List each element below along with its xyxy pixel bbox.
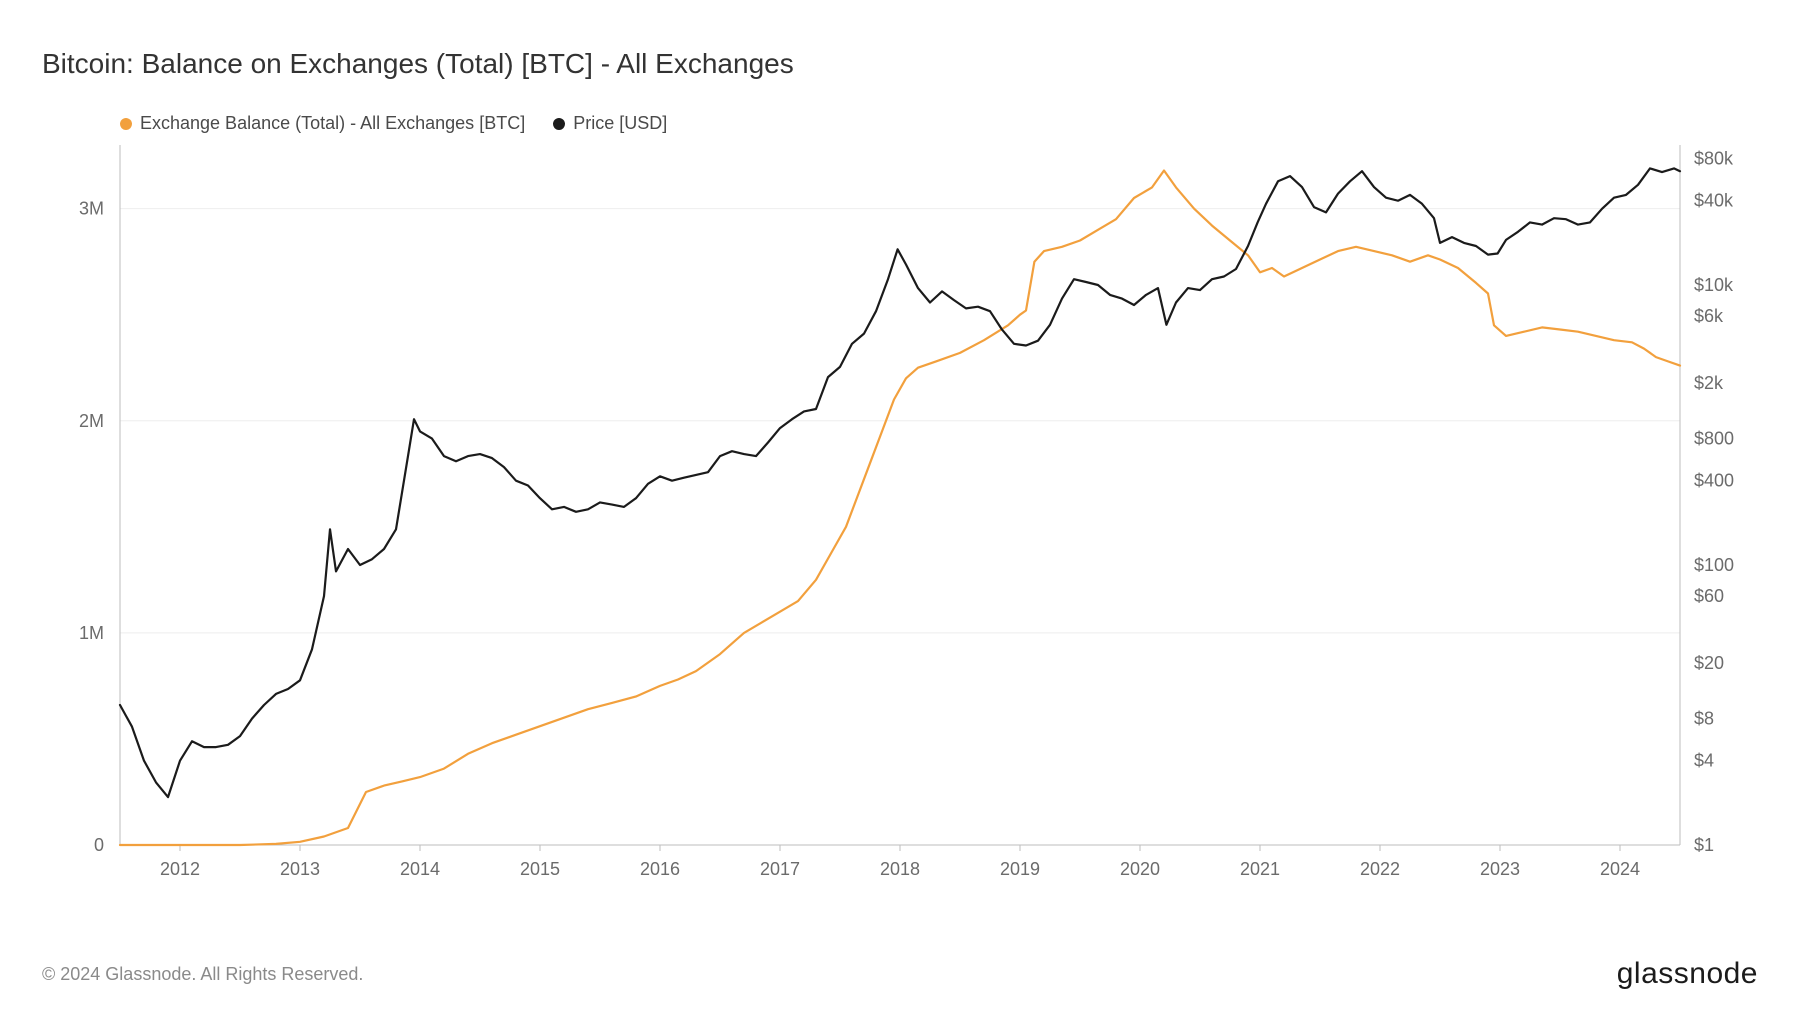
svg-text:$10k: $10k: [1694, 275, 1734, 295]
svg-text:$800: $800: [1694, 429, 1734, 449]
svg-text:1M: 1M: [79, 623, 104, 643]
svg-text:2024: 2024: [1600, 859, 1640, 879]
svg-text:2021: 2021: [1240, 859, 1280, 879]
brand-logo: glassnode: [1617, 957, 1758, 991]
svg-text:$40k: $40k: [1694, 191, 1734, 211]
svg-text:$1: $1: [1694, 835, 1714, 855]
svg-text:2020: 2020: [1120, 859, 1160, 879]
chart-svg: 0 1M 2M 3M $1 $4 $8 $20 $60 $100 $400 $800 $2k $6k $10…: [42, 135, 1758, 905]
svg-text:2013: 2013: [280, 859, 320, 879]
svg-text:2015: 2015: [520, 859, 560, 879]
legend-label-price: Price [USD]: [573, 113, 667, 134]
svg-text:$400: $400: [1694, 471, 1734, 491]
legend-item-balance: Exchange Balance (Total) - All Exchanges…: [120, 113, 525, 134]
svg-text:2022: 2022: [1360, 859, 1400, 879]
svg-text:$4: $4: [1694, 751, 1714, 771]
svg-text:2016: 2016: [640, 859, 680, 879]
svg-text:2017: 2017: [760, 859, 800, 879]
svg-text:3M: 3M: [79, 199, 104, 219]
legend-item-price: Price [USD]: [553, 113, 667, 134]
page-root: Bitcoin: Balance on Exchanges (Total) [B…: [0, 0, 1800, 1013]
svg-text:$100: $100: [1694, 555, 1734, 575]
svg-text:$6k: $6k: [1694, 306, 1724, 326]
chart-container: 0 1M 2M 3M $1 $4 $8 $20 $60 $100 $400 $800 $2k $6k $10…: [42, 135, 1758, 905]
legend-dot-price: [553, 118, 565, 130]
svg-text:2018: 2018: [880, 859, 920, 879]
svg-text:2019: 2019: [1000, 859, 1040, 879]
legend-label-balance: Exchange Balance (Total) - All Exchanges…: [140, 113, 525, 134]
svg-text:0: 0: [94, 835, 104, 855]
svg-text:2M: 2M: [79, 411, 104, 431]
svg-text:$2k: $2k: [1694, 373, 1724, 393]
legend: Exchange Balance (Total) - All Exchanges…: [120, 113, 667, 134]
svg-text:2014: 2014: [400, 859, 440, 879]
svg-text:$20: $20: [1694, 653, 1724, 673]
legend-dot-balance: [120, 118, 132, 130]
svg-text:$80k: $80k: [1694, 149, 1734, 169]
copyright-footer: © 2024 Glassnode. All Rights Reserved.: [42, 964, 363, 985]
svg-text:2023: 2023: [1480, 859, 1520, 879]
svg-text:2012: 2012: [160, 859, 200, 879]
chart-title: Bitcoin: Balance on Exchanges (Total) [B…: [42, 48, 794, 80]
svg-text:$60: $60: [1694, 586, 1724, 606]
svg-text:$8: $8: [1694, 709, 1714, 729]
